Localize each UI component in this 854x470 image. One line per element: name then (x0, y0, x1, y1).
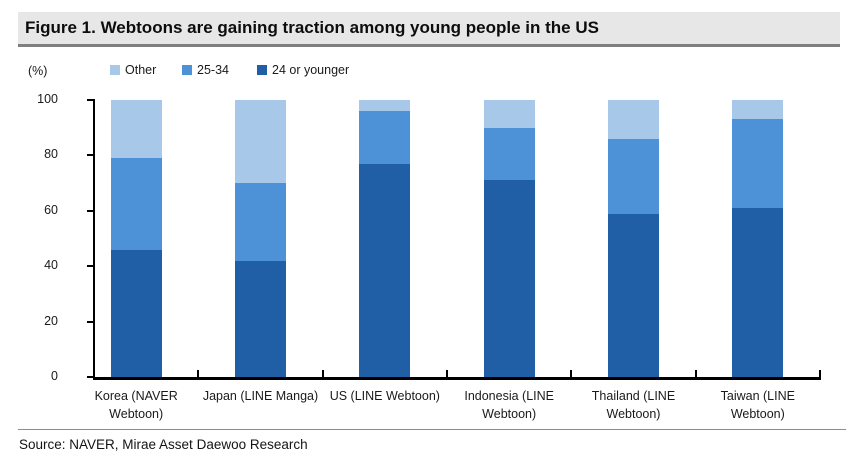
figure-title: Figure 1. Webtoons are gaining traction … (25, 18, 599, 37)
y-axis-tick (87, 209, 93, 212)
figure-bottom-rule (18, 429, 846, 430)
y-axis-tick-label: 80 (44, 147, 58, 162)
x-axis-category-label: Indonesia (LINE Webtoon) (464, 389, 554, 421)
bar-segment (732, 119, 784, 208)
x-axis-tick (819, 370, 821, 378)
y-axis-tick-label: 40 (44, 258, 58, 273)
x-axis-tick (694, 370, 697, 378)
bar-segment (732, 208, 784, 377)
y-axis-tick-label: 0 (51, 369, 58, 383)
y-axis-tick (87, 376, 93, 378)
y-axis-unit-label: (%) (28, 64, 48, 78)
y-axis-tick (87, 265, 93, 268)
figure-title-bar: Figure 1. Webtoons are gaining traction … (18, 12, 840, 47)
legend-other: Other (110, 63, 156, 77)
y-axis-tick-label: 60 (44, 202, 58, 217)
bar-segment (732, 100, 784, 120)
source-note: Source: NAVER, Mirae Asset Daewoo Resear… (19, 437, 308, 452)
x-axis-category-label: Korea (NAVER Webtoon) (94, 389, 178, 421)
bar-segment (608, 100, 659, 139)
stacked-bar (608, 100, 659, 377)
x-axis-tick (321, 370, 324, 378)
x-axis-category-label: Thailand (LINE Webtoon) (591, 389, 676, 421)
y-axis-tick (87, 320, 93, 323)
y-axis-tick-label: 100 (37, 92, 58, 106)
bar-segment (359, 111, 411, 164)
bar-segment (235, 100, 286, 184)
x-axis-category-label: Taiwan (LINE Webtoon) (720, 389, 795, 421)
legend-25-34: 25-34 (182, 63, 229, 77)
legend-other-swatch-icon (110, 65, 120, 75)
legend-25-34-swatch-icon (182, 65, 192, 75)
bar-segment (483, 127, 535, 181)
x-axis-line (93, 377, 821, 380)
bar-segment (483, 180, 535, 377)
bar-segment (359, 100, 411, 112)
bar-segment (608, 138, 659, 214)
stacked-bar (110, 100, 162, 377)
y-axis-line (93, 99, 95, 380)
x-axis-category-label: US (LINE Webtoon) (329, 389, 440, 403)
bar-segment (110, 249, 162, 377)
stacked-bar (732, 100, 784, 377)
legend-25-34-label: 25-34 (197, 63, 229, 77)
bar-segment (235, 260, 286, 377)
legend-24-or-younger: 24 or younger (257, 63, 349, 77)
stacked-bar (235, 100, 286, 377)
x-axis-category-label: Japan (LINE Manga) (202, 389, 319, 403)
chart-legend: (%) Other 25-34 24 or younger (0, 63, 854, 81)
bar-segment (483, 100, 535, 128)
bar-segment (608, 213, 659, 377)
y-axis-tick-label: 20 (44, 313, 58, 328)
stacked-bar (483, 100, 535, 377)
x-axis-tick (197, 370, 200, 378)
bar-segment (359, 163, 411, 377)
bar-segment (110, 100, 162, 159)
y-axis-tick (87, 99, 93, 101)
x-axis-tick (570, 370, 573, 378)
y-axis-tick (87, 154, 93, 157)
bar-segment (235, 183, 286, 261)
legend-24-or-younger-swatch-icon (257, 65, 267, 75)
x-axis-tick (446, 370, 448, 378)
legend-24-or-younger-label: 24 or younger (272, 63, 350, 77)
bar-segment (110, 158, 162, 250)
legend-other-label: Other (125, 63, 157, 77)
stacked-bar (359, 100, 411, 377)
